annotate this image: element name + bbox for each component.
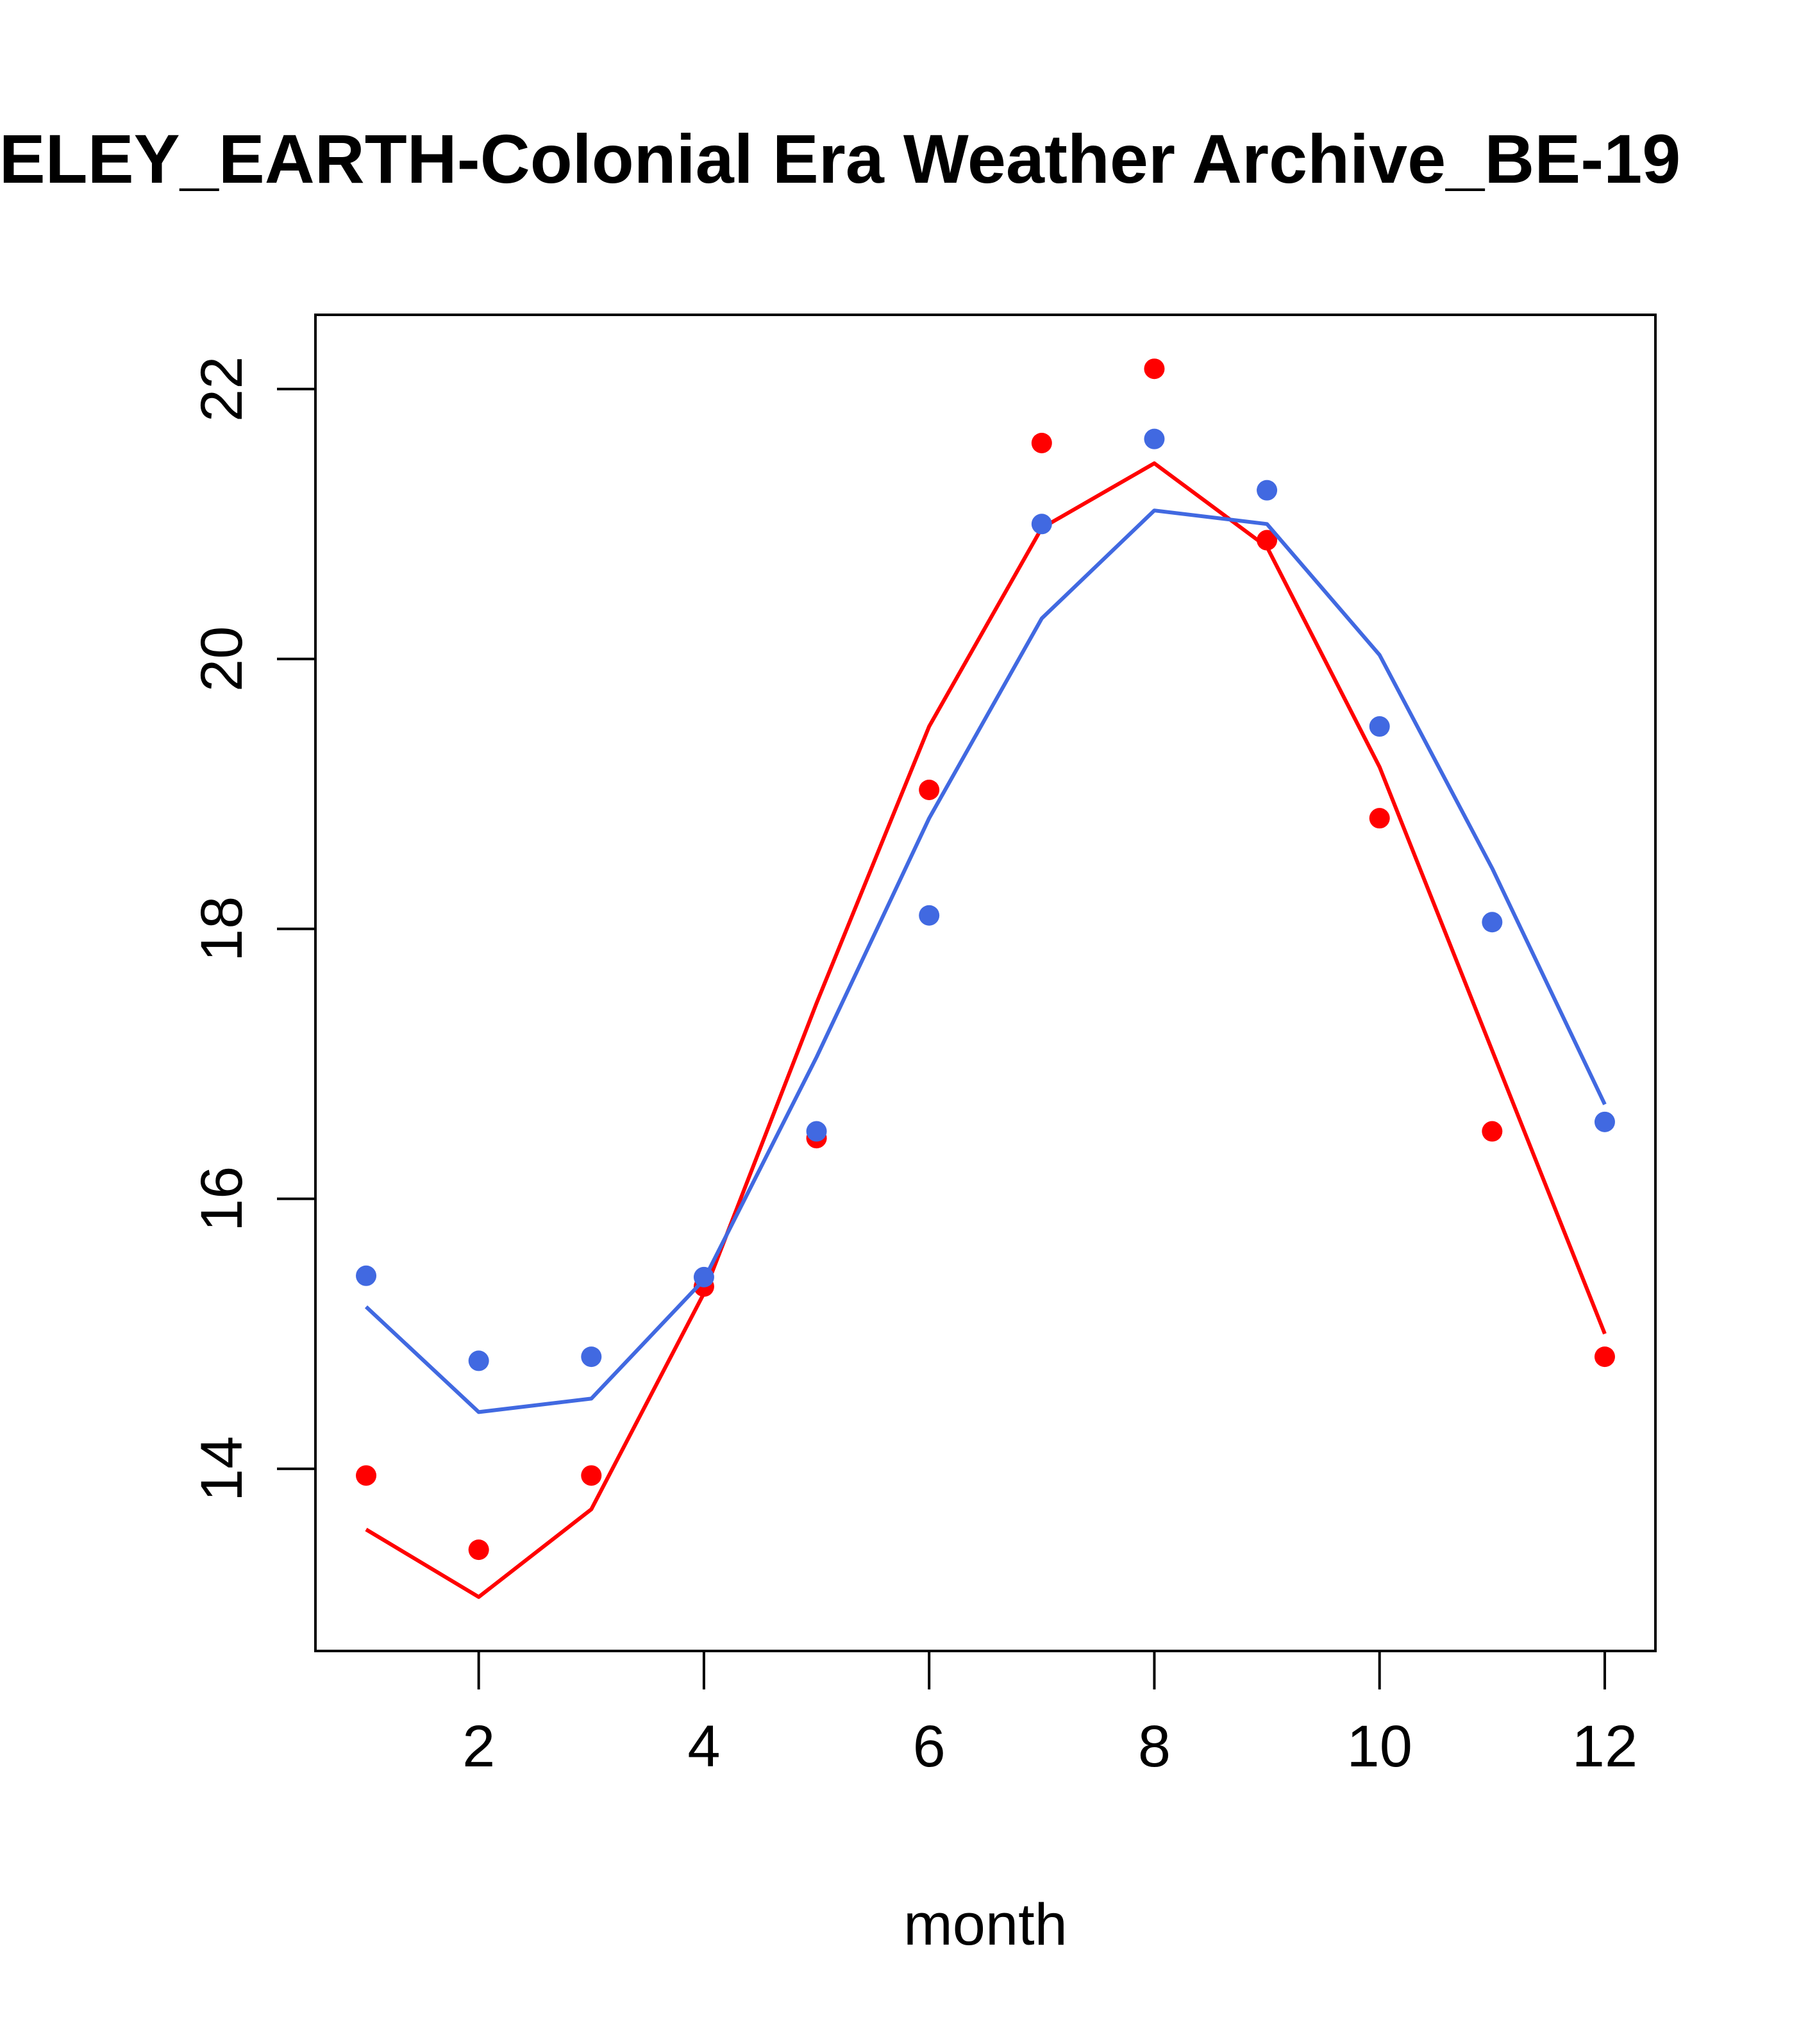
series-1-point-3 xyxy=(581,1465,602,1486)
y-tick-label-18: 18 xyxy=(189,896,255,962)
series-2-line xyxy=(364,508,1607,1414)
series-1-point-11 xyxy=(1482,1121,1503,1142)
series-2-point-7 xyxy=(1031,514,1052,535)
series-1-point-9 xyxy=(1257,530,1278,551)
chart-title: ELEY_EARTH-Colonial Era Weather Archive_… xyxy=(0,120,1680,197)
series-1-point-6 xyxy=(919,779,940,800)
series-layer xyxy=(356,358,1615,1599)
series-1-point-1 xyxy=(356,1465,377,1486)
series-1-point-7 xyxy=(1031,432,1052,453)
x-tick-label-12: 12 xyxy=(1572,1714,1637,1779)
x-tick-label-4: 4 xyxy=(687,1714,720,1779)
series-1-point-10 xyxy=(1369,808,1390,829)
series-2-point-2 xyxy=(468,1350,489,1371)
series-2-point-3 xyxy=(581,1346,602,1368)
series-2-point-11 xyxy=(1482,912,1503,933)
series-2-point-10 xyxy=(1369,716,1390,737)
x-tick-label-10: 10 xyxy=(1347,1714,1412,1779)
x-axis-title: month xyxy=(903,1892,1068,1957)
series-2-point-6 xyxy=(919,905,940,926)
x-tick-label-8: 8 xyxy=(1138,1714,1171,1779)
series-2-point-12 xyxy=(1594,1111,1615,1132)
series-1-point-12 xyxy=(1594,1346,1615,1368)
y-tick-label-22: 22 xyxy=(189,356,255,422)
series-2-point-1 xyxy=(356,1265,377,1286)
series-1-line xyxy=(365,461,1607,1599)
series-2-point-9 xyxy=(1257,480,1278,501)
x-axis: 2 4 6 8 10 12 xyxy=(462,1651,1637,1779)
y-axis: 14 16 18 20 22 xyxy=(189,356,315,1502)
series-2-point-8 xyxy=(1144,428,1165,449)
series-2-point-4 xyxy=(693,1266,714,1287)
series-2-point-5 xyxy=(806,1121,827,1142)
x-tick-label-6: 6 xyxy=(913,1714,946,1779)
series-1-point-2 xyxy=(468,1539,489,1561)
plot-frame xyxy=(314,314,1657,1652)
y-tick-label-14: 14 xyxy=(189,1436,255,1502)
x-tick-label-2: 2 xyxy=(462,1714,495,1779)
y-tick-label-16: 16 xyxy=(189,1166,255,1232)
y-tick-label-20: 20 xyxy=(189,626,255,692)
series-1-point-8 xyxy=(1144,358,1165,380)
